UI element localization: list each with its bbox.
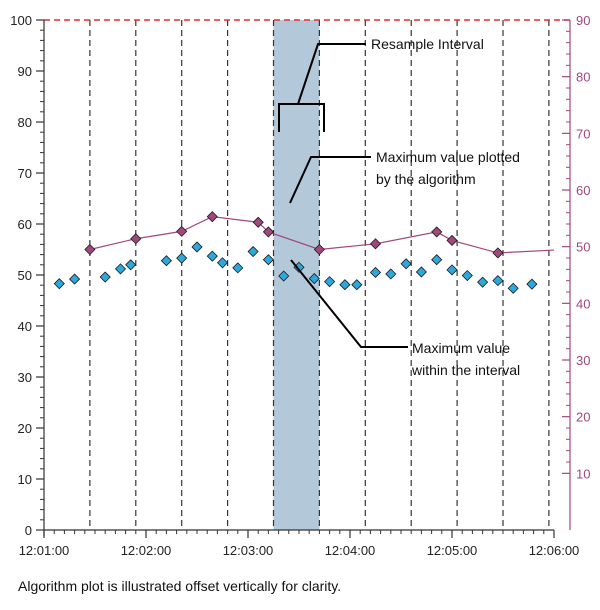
algorithm-series-line [89, 216, 555, 254]
raw-data-point [431, 254, 443, 266]
raw-data-point [385, 268, 397, 280]
resample-interval-label: Resample Interval [371, 36, 484, 52]
algorithm-data-point [262, 226, 274, 238]
algorithm-data-point [369, 238, 382, 250]
raw-data-point [324, 276, 336, 288]
raw-data-point [247, 245, 259, 258]
left-axis-tick-label: 10 [18, 472, 32, 487]
chart-caption: Algorithm plot is illustrated offset ver… [18, 578, 342, 594]
right-axis-tick-label: 50 [576, 240, 590, 255]
max-interval-leader [290, 259, 408, 348]
algorithm-data-point [446, 234, 458, 246]
raw-data-point [415, 266, 427, 278]
algorithm-data-point [492, 247, 504, 259]
raw-data-point [339, 279, 351, 291]
raw-data-point [526, 278, 538, 290]
x-axis-tick-label: 12:03:00 [223, 543, 274, 558]
right-axis-tick-label: 30 [576, 353, 590, 368]
left-axis-tick-label: 30 [18, 370, 32, 385]
right-axis-tick-label: 70 [576, 126, 590, 141]
left-axis-tick-label: 40 [18, 319, 32, 334]
x-axis-tick-label: 12:05:00 [427, 543, 478, 558]
max-interval-label-line2: within the interval [411, 362, 520, 378]
raw-data-series [53, 241, 538, 294]
raw-data-point [446, 264, 458, 276]
right-axis-tick-label: 80 [576, 70, 590, 85]
raw-data-point [176, 252, 188, 264]
left-axis-tick-label: 80 [18, 115, 32, 130]
resample-gridlines-group [89, 20, 550, 530]
raw-data-point [400, 258, 412, 270]
annotations-group: Resample Interval Maximum value plotted … [278, 36, 520, 378]
right-axis-tick-label: 20 [576, 410, 590, 425]
resample-interval-leader [297, 43, 366, 105]
resample-interval-bracket [278, 103, 325, 132]
algorithm-data-point [176, 225, 188, 237]
left-axis-tick-label: 20 [18, 421, 32, 436]
raw-data-point [308, 273, 320, 285]
raw-data-point [206, 250, 218, 262]
raw-data-point [232, 262, 244, 274]
raw-data-point [160, 255, 172, 267]
left-axis-tick-label: 70 [18, 166, 32, 181]
max-interval-label-line1: Maximum value [412, 340, 510, 356]
algorithm-data-point [313, 243, 325, 256]
x-axis-tick-label: 12:02:00 [121, 543, 172, 558]
right-axis-tick-label: 10 [576, 466, 590, 481]
algorithm-data-point [431, 226, 443, 238]
raw-data-point [507, 282, 519, 294]
raw-data-point [351, 279, 363, 291]
algorithm-data-point [130, 233, 142, 245]
right-axis-tick-label: 90 [576, 13, 590, 28]
raw-data-point [125, 259, 137, 271]
raw-data-point [191, 241, 203, 253]
left-axis-tick-label: 50 [18, 268, 32, 283]
chart-figure: 0 10 20 30 40 50 60 70 80 90 100 12:01:00 12:02:00 12… [10, 13, 590, 558]
raw-data-point [278, 270, 290, 282]
raw-data-point [53, 278, 65, 290]
algorithm-data-point [84, 243, 96, 256]
axes-group: 0 10 20 30 40 50 60 70 80 90 100 12:01:00 12:02:00 12… [10, 13, 590, 558]
algorithm-data-point [206, 211, 218, 223]
left-axis-tick-label: 90 [18, 64, 32, 79]
right-axis-tick-label: 60 [576, 183, 590, 198]
raw-data-point [262, 254, 274, 266]
algorithm-data-point [252, 216, 264, 228]
max-plotted-leader [289, 156, 371, 204]
max-plotted-label-line1: Maximum value plotted [376, 149, 520, 165]
right-axis-tick-label: 40 [576, 296, 590, 311]
raw-data-point [114, 263, 127, 275]
raw-data-point [477, 276, 489, 288]
left-axis-tick-label: 0 [25, 523, 32, 538]
x-axis-tick-label: 12:06:00 [529, 543, 580, 558]
x-axis-tick-label: 12:01:00 [19, 543, 70, 558]
raw-data-point [369, 266, 382, 279]
max-plotted-label-line2: by the algorithm [376, 171, 476, 187]
raw-data-point [99, 271, 111, 283]
algorithm-series [84, 211, 555, 259]
raw-data-point [492, 275, 504, 287]
left-axis-tick-label: 100 [10, 13, 32, 28]
raw-data-point [461, 269, 473, 282]
raw-data-point [69, 273, 81, 285]
left-axis-tick-label: 60 [18, 217, 32, 232]
x-axis-tick-label: 12:04:00 [325, 543, 376, 558]
series-group [53, 211, 555, 294]
raw-data-point [216, 257, 229, 269]
